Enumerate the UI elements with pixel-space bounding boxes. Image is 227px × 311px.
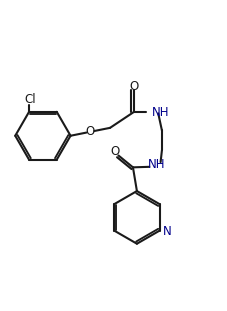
Text: N: N <box>162 225 171 238</box>
Text: NH: NH <box>147 158 165 171</box>
Text: O: O <box>110 145 119 158</box>
Text: O: O <box>128 80 138 93</box>
Text: Cl: Cl <box>25 93 36 106</box>
Text: O: O <box>85 125 94 138</box>
Text: NH: NH <box>151 105 169 118</box>
